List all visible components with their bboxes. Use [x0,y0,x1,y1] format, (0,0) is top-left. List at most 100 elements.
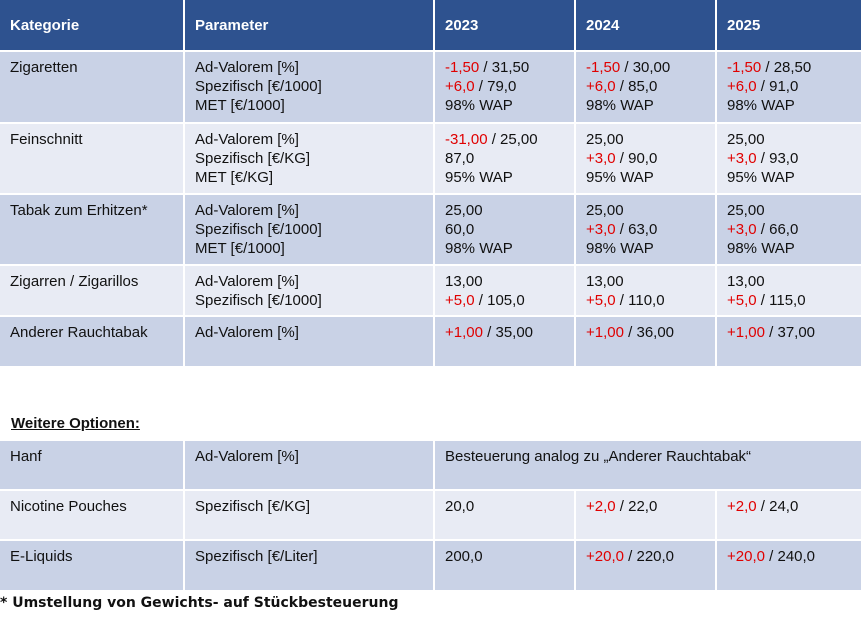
rate-value: 98% WAP [445,97,513,114]
table-row: E-Liquids Spezifisch [€/Liter] 200,0 +20,0 … [0,540,861,592]
rate-value: 98% WAP [727,97,795,114]
value-line: 25,00 [586,130,705,149]
rate-value: / 31,50 [479,59,530,76]
change-value: +1,00 [445,324,483,341]
change-value: -1,50 [586,59,621,76]
rate-value: 25,00 [445,202,483,219]
table-row: Hanf Ad-Valorem [%] Besteuerung analog zu … [0,441,861,491]
value-line: +2,0 / 22,0 [586,497,705,516]
change-value: -1,50 [727,59,762,76]
parameter-label: Spezifisch [€/1000] [195,292,322,309]
rate-value: 13,00 [445,273,483,290]
year-cell: -31,00 / 25,00 87,0 95% WAP [434,123,576,195]
tax-table: Kategorie Parameter 2023 2024 2025 Zigar… [0,0,861,368]
year-cell: +2,0 / 22,0 [575,490,717,541]
value-line: 13,00 [445,272,564,291]
year-cell: -1,50 / 28,50 +6,0 / 91,0 98% WAP [716,51,861,124]
value-line: 60,0 [445,220,564,239]
year-cell: +20,0 / 240,0 [716,540,861,592]
parameter-label: MET [€/1000] [195,97,285,114]
value-line: +5,0 / 115,0 [727,291,851,310]
value-line: 13,00 [586,272,705,291]
rate-value: / 91,0 [756,78,799,95]
rate-value: / 93,0 [756,150,799,167]
header-2025: 2025 [716,0,861,52]
value-line: 200,0 [445,547,564,566]
rate-value: / 105,0 [474,292,525,309]
change-value: +3,0 [586,221,616,238]
parameter-label: Spezifisch [€/KG] [195,150,311,167]
category-cell: Nicotine Pouches [0,490,185,541]
category-cell: Tabak zum Erhitzen* [0,194,185,266]
rate-value: / 35,00 [482,324,534,341]
value-line: 98% WAP [727,239,851,258]
table-row: Tabak zum Erhitzen* Ad-Valorem [%] Spezifi… [0,194,861,266]
year-cell: 13,00 +5,0 / 110,0 [575,265,717,317]
value-line: 25,00 [586,201,705,220]
year-cell: +20,0 / 220,0 [575,540,717,592]
change-value: +5,0 [445,292,475,309]
options-table: Hanf Ad-Valorem [%] Besteuerung analog zu … [0,441,861,592]
value-line: 87,0 [445,149,564,168]
rate-value: 25,00 [586,131,624,148]
parameter-label: MET [€/KG] [195,169,274,186]
rate-value: / 115,0 [756,292,806,309]
rate-value: / 63,0 [615,221,658,238]
change-value: +5,0 [586,292,616,309]
parameter-label: Spezifisch [€/1000] [195,78,322,95]
parameter-label: Ad-Valorem [%] [195,59,299,76]
change-value: -1,50 [445,59,480,76]
category-cell: Zigaretten [0,51,185,124]
value-line: +2,0 / 24,0 [727,497,851,516]
header-2023: 2023 [434,0,576,52]
rate-value: 95% WAP [445,169,513,186]
parameter-cell: Spezifisch [€/KG] [184,490,435,541]
year-cell: 25,00 +3,0 / 63,0 98% WAP [575,194,717,266]
header-row: Kategorie Parameter 2023 2024 2025 [0,0,861,52]
value-line: -1,50 / 28,50 [727,58,851,77]
year-cell: 25,00 +3,0 / 90,0 95% WAP [575,123,717,195]
rate-value: / 36,00 [623,324,675,341]
change-value: +3,0 [586,150,616,167]
year-cell: 20,0 [434,490,576,541]
options-title: Weitere Optionen: [11,415,140,432]
table-row: Feinschnitt Ad-Valorem [%] Spezifisch [€/K… [0,123,861,195]
rate-value: 98% WAP [445,240,513,257]
parameter-label: MET [€/1000] [195,240,285,257]
change-value: +6,0 [445,78,475,95]
rate-value: 200,0 [445,548,483,565]
value-line: +1,00 / 35,00 [445,323,564,342]
parameter-label: Ad-Valorem [%] [195,324,299,341]
year-cell: +1,00 / 35,00 [434,316,576,368]
parameter-cell: Ad-Valorem [%] [184,316,435,368]
value-line: 25,00 [727,201,851,220]
year-cell: 25,00 60,0 98% WAP [434,194,576,266]
rate-value: 98% WAP [586,97,654,114]
value-line: +6,0 / 85,0 [586,77,705,96]
year-cell: 25,00 +3,0 / 93,0 95% WAP [716,123,861,195]
header-kategorie: Kategorie [0,0,185,52]
year-cell: +1,00 / 37,00 [716,316,861,368]
rate-value: 98% WAP [586,240,654,257]
rate-value: 95% WAP [727,169,795,186]
rate-value: 25,00 [727,202,765,219]
parameter-label: Spezifisch [€/1000] [195,221,322,238]
value-line: +1,00 / 36,00 [586,323,705,342]
value-line: 98% WAP [445,96,564,115]
table-row: Zigaretten Ad-Valorem [%] Spezifisch [€/10… [0,51,861,124]
rate-value: / 22,0 [615,498,658,515]
change-value: +1,00 [727,324,765,341]
value-line: +1,00 / 37,00 [727,323,851,342]
change-value: +20,0 [727,548,765,565]
value-line: +20,0 / 240,0 [727,547,851,566]
value-line: +3,0 / 90,0 [586,149,705,168]
change-value: +20,0 [586,548,624,565]
rate-value: / 66,0 [756,221,799,238]
year-cell: 13,00 +5,0 / 105,0 [434,265,576,317]
value-line: +20,0 / 220,0 [586,547,705,566]
change-value: +6,0 [586,78,616,95]
value-line: -31,00 / 25,00 [445,130,564,149]
value-line: -1,50 / 31,50 [445,58,564,77]
year-cell: +1,00 / 36,00 [575,316,717,368]
parameter-cell: Ad-Valorem [%] [184,441,435,491]
